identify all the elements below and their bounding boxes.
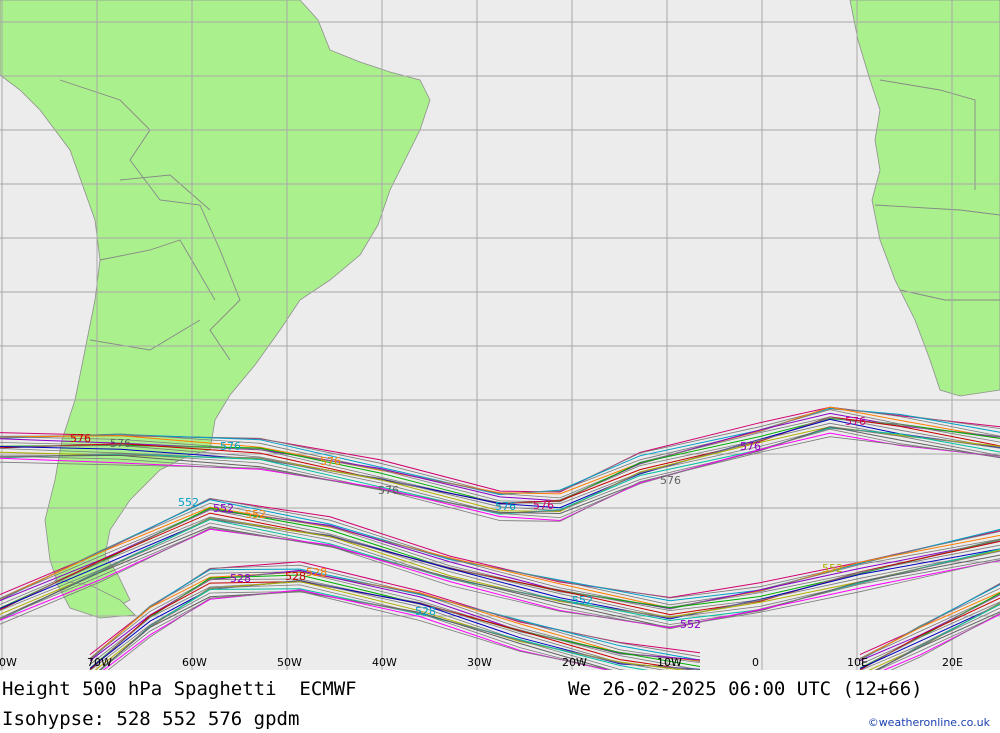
ensemble-member-line bbox=[0, 436, 1000, 522]
contour-label-576: 576 bbox=[740, 440, 761, 453]
ensemble-member-line bbox=[859, 601, 1000, 669]
contour-label-528: 528 bbox=[306, 566, 327, 579]
africa-landmass bbox=[849, 0, 1000, 397]
grid-lines bbox=[0, 0, 1000, 670]
contour-label-552: 552 bbox=[245, 508, 266, 521]
longitude-label: 60W bbox=[182, 656, 207, 669]
ensemble-member-line bbox=[0, 528, 1000, 630]
contour-label-576: 576 bbox=[660, 474, 681, 487]
spaghetti-map: 576 576 576 576 576 576 576 576 576 576 552 552 552 5… bbox=[0, 0, 1000, 670]
ensemble-member-line bbox=[107, 590, 614, 670]
ensemble-member-line bbox=[877, 613, 1000, 670]
ensemble-member-line bbox=[0, 527, 1000, 628]
contour-label-576: 576 bbox=[220, 440, 241, 453]
longitude-label: 70W bbox=[87, 656, 112, 669]
ensemble-member-line bbox=[0, 516, 1000, 619]
ensemble-member-line bbox=[89, 564, 701, 659]
contour-label-552: 552 bbox=[572, 594, 593, 607]
ensemble-member-line bbox=[0, 508, 1000, 608]
ensemble-member-line bbox=[876, 607, 1000, 670]
ensemble-member-line bbox=[0, 416, 1000, 504]
ensemble-member-line bbox=[0, 426, 1000, 514]
contour-label-576: 576 bbox=[110, 437, 131, 450]
ensemble-member-line bbox=[0, 528, 1000, 629]
ensemble-member-line bbox=[0, 406, 1000, 495]
longitude-label: 10W bbox=[657, 656, 682, 669]
ensemble-member-line bbox=[859, 603, 1000, 669]
ensemble-member-line bbox=[98, 584, 666, 670]
ensemble-member-line bbox=[859, 583, 1000, 656]
borders-layer bbox=[59, 79, 1000, 361]
contour-label-552: 552 bbox=[213, 502, 234, 515]
ensemble-member-line bbox=[0, 526, 1000, 629]
longitude-label: 20E bbox=[942, 656, 963, 669]
ensemble-member-line bbox=[89, 579, 701, 670]
ensemble-member-line bbox=[0, 426, 1000, 515]
ensemble-member-line bbox=[0, 507, 1000, 609]
south-america-landmass bbox=[0, 0, 431, 611]
ensemble-member-line bbox=[0, 428, 1000, 519]
spaghetti-contours bbox=[0, 406, 1000, 670]
longitude-label: 20W bbox=[562, 656, 587, 669]
ensemble-member-line bbox=[0, 509, 1000, 612]
footer-panel: Height 500 hPa Spaghetti ECMWF We 26-02-… bbox=[0, 670, 1000, 733]
ensemble-member-line bbox=[0, 418, 1000, 509]
contour-labels: 576 576 576 576 576 576 576 576 576 576 552 552 552 5… bbox=[70, 415, 866, 631]
contour-label-576: 576 bbox=[495, 500, 516, 513]
contour-label-552: 552 bbox=[178, 496, 199, 509]
longitude-label: 30W bbox=[467, 656, 492, 669]
chart-title: Height 500 hPa Spaghetti ECMWF bbox=[2, 678, 357, 700]
ensemble-member-line bbox=[0, 406, 1000, 495]
longitude-labels: 80W 70W 60W 50W 40W 30W 20W 10W 0 10E 20E bbox=[0, 656, 963, 669]
ensemble-member-line bbox=[875, 611, 1000, 670]
longitude-label: 80W bbox=[0, 656, 17, 669]
ensemble-member-line bbox=[0, 409, 1000, 499]
longitude-label: 50W bbox=[277, 656, 302, 669]
isohypse-legend: Isohypse: 528 552 576 gpdm bbox=[2, 708, 300, 730]
credit-link[interactable]: ©weatheronline.co.uk bbox=[867, 716, 990, 729]
longitude-label: 0 bbox=[752, 656, 759, 669]
ensemble-member-line bbox=[0, 506, 1000, 609]
ensemble-member-line bbox=[859, 591, 1000, 660]
contour-label-576: 576 bbox=[378, 484, 399, 497]
ensemble-member-line bbox=[859, 594, 1000, 660]
ensemble-member-line bbox=[0, 416, 1000, 505]
contour-label-576: 576 bbox=[845, 415, 866, 428]
ensemble-member-line bbox=[102, 589, 610, 670]
valid-time: We 26-02-2025 06:00 UTC (12+66) bbox=[568, 678, 923, 700]
land-layer bbox=[0, 0, 1000, 619]
contour-label-576: 576 bbox=[533, 499, 554, 512]
contour-label-552: 552 bbox=[680, 618, 701, 631]
ensemble-member-line bbox=[0, 509, 1000, 610]
contour-label-576: 576 bbox=[70, 432, 91, 445]
contour-label-528: 528 bbox=[285, 570, 306, 583]
contour-label-528: 528 bbox=[415, 605, 436, 618]
longitude-label: 10E bbox=[847, 656, 868, 669]
contour-label-576: 576 bbox=[320, 455, 341, 468]
ensemble-member-line bbox=[890, 612, 1000, 670]
map-area: 576 576 576 576 576 576 576 576 576 576 552 552 552 5… bbox=[0, 0, 1000, 670]
ensemble-member-line bbox=[0, 518, 1000, 620]
contour-label-552: 552 bbox=[822, 562, 843, 575]
contour-label-528: 528 bbox=[230, 572, 251, 585]
longitude-label: 40W bbox=[372, 656, 397, 669]
